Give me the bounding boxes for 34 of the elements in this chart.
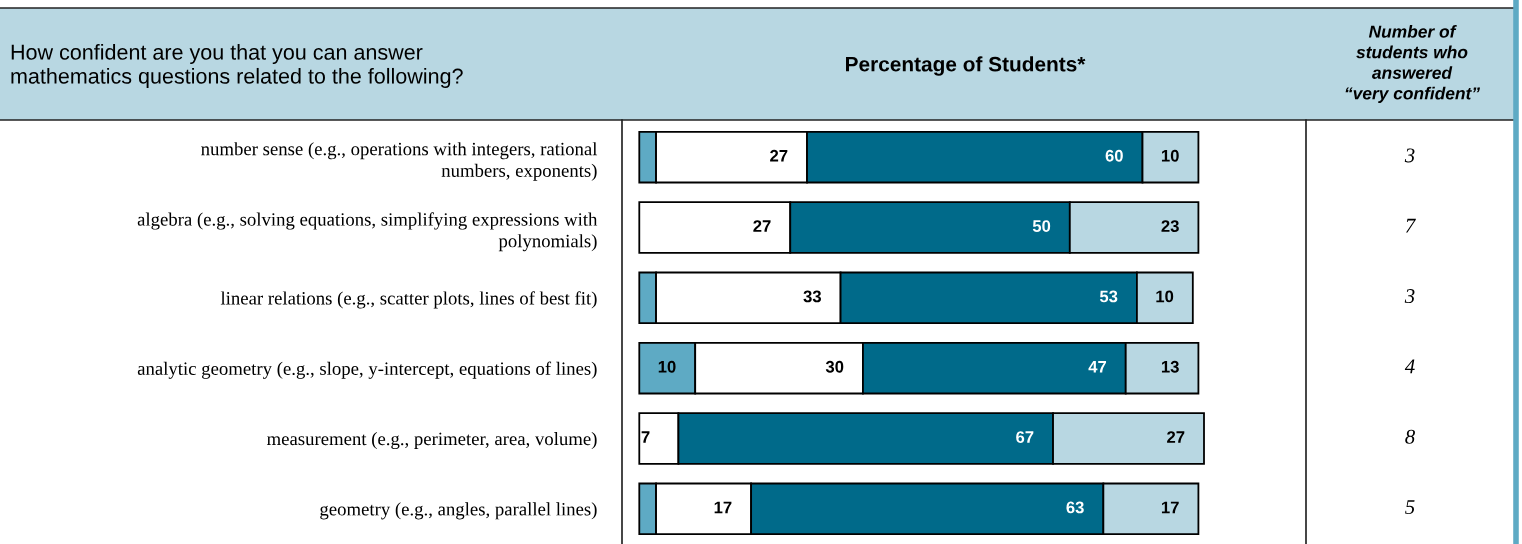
- y-tick-label: algebra (e.g., solving equations, simplifying expressions with polynomials): [137, 212, 598, 252]
- text: 3: [1404, 148, 1415, 163]
- data-label: 47: [1088, 361, 1107, 373]
- data-label: 63: [1066, 501, 1084, 514]
- chart-title: Percentage of Students*: [846, 56, 1086, 76]
- data-label: 27: [1167, 431, 1185, 443]
- data-label: 27: [770, 149, 788, 162]
- data-label: 13: [1161, 360, 1179, 373]
- data-label: 53: [1099, 290, 1118, 303]
- text: 4: [1404, 359, 1415, 374]
- data-label: 7: [641, 431, 650, 443]
- data-label: 30: [825, 360, 844, 373]
- data-label: 67: [1016, 431, 1034, 443]
- data-label: 33: [803, 290, 822, 303]
- data-label: 27: [753, 220, 771, 232]
- y-tick-label: linear relations (e.g., scatter plots, lines of best fit): [220, 291, 597, 309]
- data-label: 10: [1161, 149, 1179, 162]
- y-tick-label: measurement (e.g., perimeter, area, volume): [266, 431, 597, 450]
- data-label: 10: [658, 360, 676, 373]
- data-label: 23: [1161, 220, 1179, 232]
- y-tick-label: geometry (e.g., angles, parallel lines): [320, 502, 597, 520]
- data-label: 60: [1105, 149, 1123, 162]
- y-tick-label: analytic geometry (e.g., slope, y-intercept, equations of lines): [137, 361, 597, 379]
- text: How confident are you that you can answer mathematics questions related to the following?: [11, 43, 463, 89]
- y-tick-label: number sense (e.g., operations with integers, rational numbers, exponents): [201, 142, 598, 181]
- text: 3: [1404, 289, 1415, 304]
- text: Number of students who answered “very confident”: [1345, 25, 1481, 103]
- data-label: 17: [1161, 501, 1179, 514]
- data-label: 10: [1156, 290, 1174, 303]
- text: 5: [1405, 500, 1415, 515]
- text: 7: [1406, 218, 1416, 233]
- text: 8: [1405, 429, 1415, 444]
- data-label: 50: [1032, 220, 1051, 232]
- data-label: 17: [714, 501, 732, 514]
